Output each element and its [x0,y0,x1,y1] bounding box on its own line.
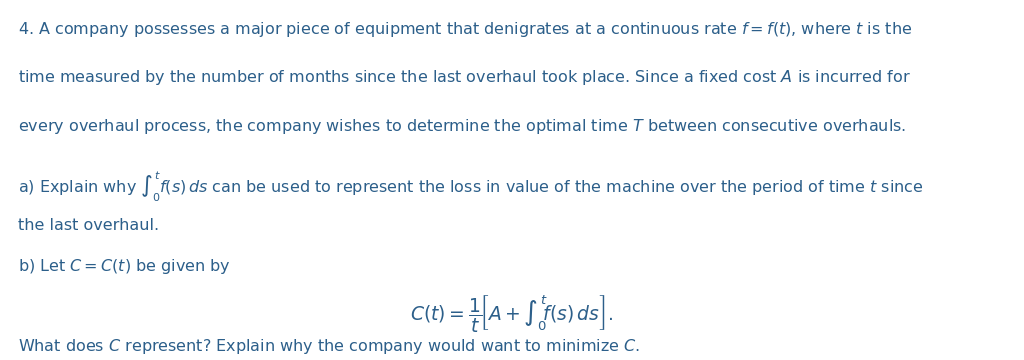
Text: the last overhaul.: the last overhaul. [18,218,160,233]
Text: time measured by the number of months since the last overhaul took place. Since : time measured by the number of months si… [18,68,911,87]
Text: b) Let $C = C(t)$ be given by: b) Let $C = C(t)$ be given by [18,257,231,276]
Text: a) Explain why $\int_0^t f(s)\, ds$ can be used to represent the loss in value o: a) Explain why $\int_0^t f(s)\, ds$ can … [18,169,924,204]
Text: 4. A company possesses a major piece of equipment that denigrates at a continuou: 4. A company possesses a major piece of … [18,20,912,39]
Text: What does $C$ represent? Explain why the company would want to minimize $C$.: What does $C$ represent? Explain why the… [18,337,641,356]
Text: $C(t) = \dfrac{1}{t}\!\left[A + \int_0^t\! f(s)\, ds\right].$: $C(t) = \dfrac{1}{t}\!\left[A + \int_0^t… [411,293,613,334]
Text: every overhaul process, the company wishes to determine the optimal time $T$ bet: every overhaul process, the company wish… [18,117,906,136]
